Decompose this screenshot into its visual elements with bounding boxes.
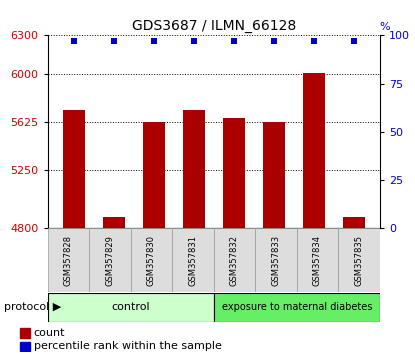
Bar (143, 121, 165, 228)
Text: %: % (380, 22, 391, 32)
Text: count: count (34, 328, 65, 338)
Text: protocol ▶: protocol ▶ (4, 302, 61, 313)
FancyBboxPatch shape (89, 228, 131, 292)
FancyBboxPatch shape (48, 293, 214, 322)
FancyBboxPatch shape (48, 228, 89, 292)
FancyBboxPatch shape (338, 228, 380, 292)
FancyBboxPatch shape (255, 228, 297, 292)
Bar (343, 217, 365, 228)
Point (310, 38, 317, 44)
FancyBboxPatch shape (172, 228, 214, 292)
Bar (303, 73, 325, 228)
Point (110, 38, 117, 44)
Bar (20, 342, 30, 351)
FancyBboxPatch shape (131, 228, 172, 292)
Bar (223, 118, 245, 228)
Text: control: control (111, 302, 150, 313)
FancyBboxPatch shape (214, 228, 255, 292)
Text: GSM357828: GSM357828 (64, 235, 73, 286)
Bar (63, 110, 85, 228)
Point (190, 38, 197, 44)
Bar (183, 110, 205, 228)
Bar (103, 217, 125, 228)
Point (270, 38, 277, 44)
Point (350, 38, 357, 44)
Text: GSM357833: GSM357833 (271, 235, 281, 286)
Text: GSM357835: GSM357835 (354, 235, 364, 286)
Text: exposure to maternal diabetes: exposure to maternal diabetes (222, 302, 372, 313)
Text: GSM357831: GSM357831 (188, 235, 198, 286)
FancyBboxPatch shape (214, 293, 380, 322)
Text: percentile rank within the sample: percentile rank within the sample (34, 341, 222, 352)
Point (151, 38, 157, 44)
Bar (263, 121, 285, 228)
Title: GDS3687 / ILMN_66128: GDS3687 / ILMN_66128 (132, 19, 296, 33)
FancyBboxPatch shape (297, 228, 338, 292)
Text: GSM357830: GSM357830 (147, 235, 156, 286)
Point (71, 38, 77, 44)
Text: GSM357829: GSM357829 (105, 235, 115, 286)
Text: GSM357834: GSM357834 (313, 235, 322, 286)
Point (230, 38, 237, 44)
Text: GSM357832: GSM357832 (230, 235, 239, 286)
Bar (20, 329, 30, 338)
